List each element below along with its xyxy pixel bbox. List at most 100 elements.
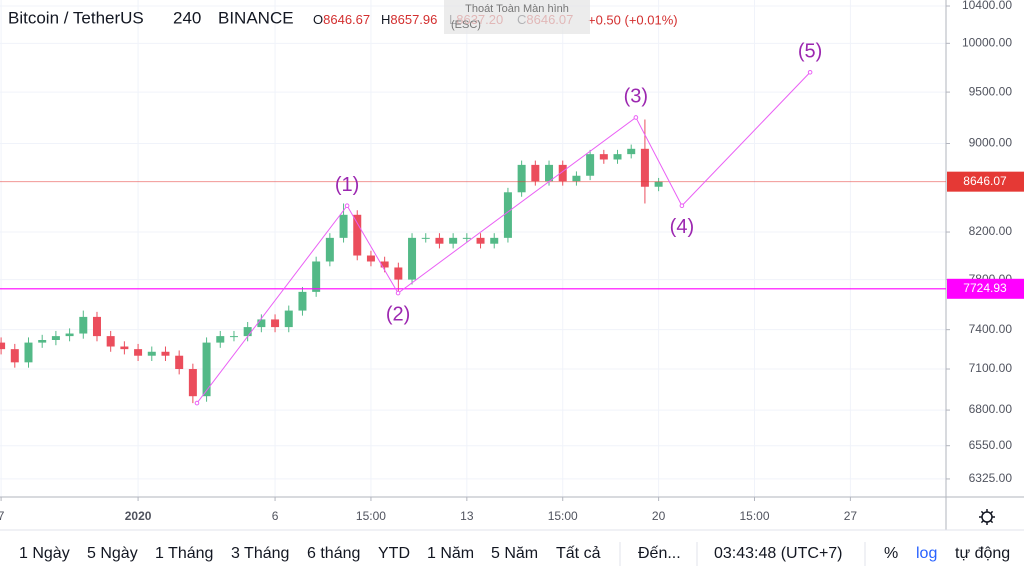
exit-fullscreen[interactable]	[444, 0, 590, 34]
candle-body	[627, 148, 636, 155]
log-toggle[interactable]: log	[916, 545, 937, 562]
candle-body	[298, 291, 307, 311]
candle-body	[339, 214, 348, 238]
candle-body	[24, 342, 33, 363]
x-tick-label: 20	[652, 509, 666, 523]
candle-body	[38, 339, 47, 343]
candle-body	[120, 346, 129, 350]
candle-body	[394, 267, 403, 280]
candle-body	[380, 261, 389, 268]
candle-body	[490, 237, 499, 244]
candle-body	[0, 342, 6, 350]
wave-point	[679, 203, 685, 209]
candle-body	[640, 148, 649, 187]
range-button[interactable]: 6 tháng	[307, 545, 360, 562]
wave-label: (3)	[624, 86, 648, 108]
wave-point	[395, 290, 401, 296]
candle-body	[325, 237, 334, 262]
clock: 03:43:48 (UTC+7)	[714, 545, 843, 562]
y-tick-label: 10400.00	[962, 0, 1012, 12]
y-tick-label: 6325.00	[969, 471, 1013, 485]
goto-button[interactable]: Đến...	[638, 545, 681, 562]
candle-body	[51, 336, 60, 340]
candle-body	[312, 261, 321, 292]
settings-gear[interactable]	[979, 509, 995, 525]
candle-body	[613, 154, 622, 160]
candle-body	[257, 319, 266, 328]
candle-body	[175, 355, 184, 370]
candle-body	[366, 255, 375, 262]
range-button[interactable]: 1 Tháng	[155, 545, 213, 562]
x-tick-label: 15:00	[739, 509, 769, 523]
candle-body	[216, 336, 225, 343]
y-tick-label: 6800.00	[969, 402, 1013, 416]
ohlc-value: 8646.67	[323, 12, 370, 27]
range-button[interactable]: Tất cả	[556, 545, 601, 562]
y-tick-label: 6550.00	[969, 438, 1013, 452]
wave-label: (5)	[798, 41, 822, 63]
candle-body	[243, 327, 252, 337]
price-label-box	[947, 278, 1024, 299]
y-tick-label: 10000.00	[962, 35, 1012, 49]
candle-body	[531, 164, 540, 182]
y-tick-label: 8200.00	[969, 224, 1013, 238]
x-tick-label: 13	[460, 509, 474, 523]
x-tick-label: 6	[272, 509, 279, 523]
candle-body	[558, 164, 567, 182]
price-label-box	[947, 171, 1024, 192]
range-button[interactable]: 3 Tháng	[231, 545, 289, 562]
x-tick-label: 15:00	[356, 509, 386, 523]
candle-body	[435, 237, 444, 244]
wave-label: (4)	[670, 216, 694, 238]
candle-body	[503, 192, 512, 238]
candle-body	[271, 319, 280, 328]
wave-point	[194, 400, 200, 406]
candle-body	[188, 369, 197, 397]
ohlc-key: H	[381, 12, 390, 27]
candle-body	[353, 214, 362, 256]
candle-body	[92, 316, 101, 337]
range-button[interactable]: 1 Ngày	[19, 545, 70, 562]
elliott-wave	[196, 71, 811, 404]
exchange: BINANCE	[218, 8, 294, 27]
candle-body	[408, 237, 417, 280]
candle-body	[654, 181, 663, 187]
range-button[interactable]: YTD	[378, 545, 410, 562]
change: +0.50 (+0.01%)	[588, 12, 678, 27]
candle-body	[284, 310, 293, 328]
candle-body	[462, 237, 471, 239]
price-label: 7724.93	[963, 281, 1007, 295]
ohlc-value: 8657.96	[390, 12, 437, 27]
wave-label: (2)	[386, 303, 410, 325]
x-tick-label: 2020	[125, 509, 152, 523]
auto-toggle[interactable]: tự động	[955, 545, 1010, 562]
x-tick-label: 15:00	[548, 509, 578, 523]
candle-body	[10, 349, 19, 363]
candle-body	[147, 351, 156, 356]
percent-toggle[interactable]: %	[884, 545, 898, 562]
exit-fullscreen-title[interactable]: Thoát Toàn Màn hình	[465, 3, 569, 15]
range-button[interactable]: 1 Năm	[427, 545, 474, 562]
symbol: Bitcoin / TetherUS	[8, 8, 144, 27]
range-button[interactable]: 5 Ngày	[87, 545, 138, 562]
price-label: 8646.07	[963, 174, 1007, 188]
candle-body	[572, 175, 581, 182]
wave-label: (1)	[335, 174, 359, 196]
candle-body	[202, 342, 211, 397]
candle-body	[106, 336, 115, 347]
y-tick-label: 7400.00	[969, 322, 1013, 336]
exit-fullscreen-hint[interactable]: (ESC)	[451, 19, 481, 31]
candle-body	[79, 316, 88, 334]
wave-point	[633, 115, 639, 120]
y-tick-label: 9500.00	[969, 84, 1013, 98]
candle-body	[476, 237, 485, 244]
candle-body	[65, 333, 74, 337]
candle-body	[599, 154, 608, 160]
wave-point	[344, 203, 350, 209]
candle-body	[586, 154, 595, 176]
range-button[interactable]: 5 Năm	[491, 545, 538, 562]
candle-body	[229, 336, 238, 338]
